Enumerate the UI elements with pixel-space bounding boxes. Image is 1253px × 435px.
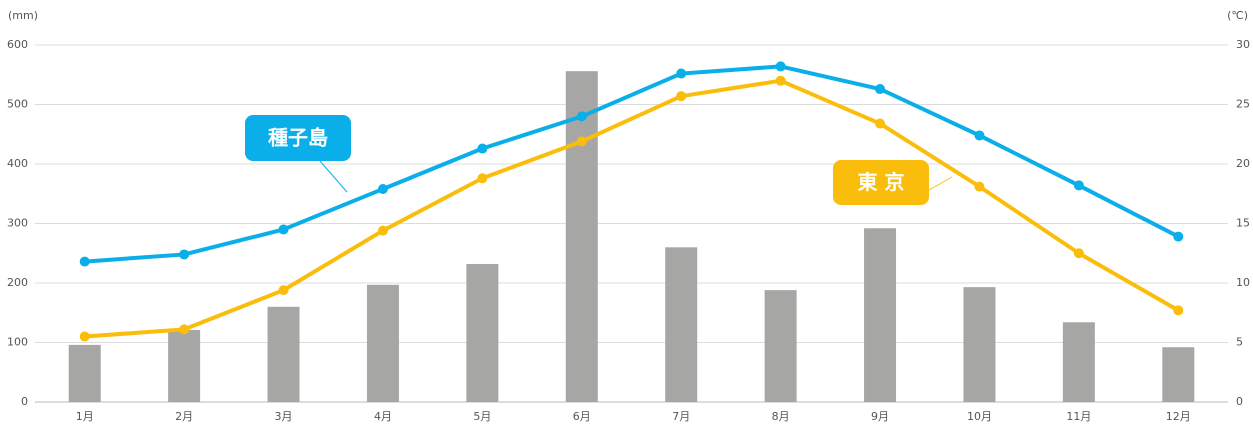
- x-tick-label: 8月: [772, 410, 790, 423]
- bar: [68, 344, 101, 402]
- y-tick-label: 0: [21, 395, 28, 408]
- line-point: [1173, 231, 1184, 242]
- x-tick-label: 4月: [374, 410, 392, 423]
- line-point: [775, 61, 786, 72]
- bar: [963, 287, 996, 402]
- y2-tick-label: 20: [1236, 157, 1250, 170]
- bar: [665, 247, 698, 402]
- callout-box: [245, 115, 351, 161]
- line-point: [477, 173, 488, 184]
- callout-box: [833, 160, 929, 205]
- line-series: [84, 64, 1180, 264]
- line-series: [84, 78, 1180, 339]
- line-point: [1173, 305, 1184, 316]
- bar: [1062, 322, 1095, 402]
- callout-leader: [319, 160, 348, 193]
- series-label: 種子島: [268, 126, 328, 150]
- x-tick-label: 7月: [672, 410, 690, 423]
- x-tick-label: 9月: [871, 410, 889, 423]
- line-point: [278, 224, 289, 235]
- y2-tick-label: 15: [1236, 217, 1250, 230]
- line-point: [875, 84, 886, 95]
- x-tick-label: 10月: [967, 410, 992, 423]
- line-point: [875, 118, 886, 129]
- series-label: 東 京: [858, 170, 905, 194]
- line-point: [278, 285, 289, 296]
- line-point: [477, 143, 488, 154]
- line-point: [179, 249, 190, 260]
- y2-tick-label: 25: [1236, 98, 1250, 111]
- y-tick-label: 300: [7, 217, 28, 230]
- y-tick-label: 200: [7, 276, 28, 289]
- line-point: [79, 256, 90, 267]
- line-point: [1073, 248, 1084, 259]
- line-point: [775, 75, 786, 86]
- bar: [565, 71, 598, 403]
- bar: [1162, 347, 1195, 402]
- line-point: [676, 91, 687, 102]
- x-tick-label: 5月: [473, 410, 491, 423]
- x-tick-label: 11月: [1066, 410, 1091, 423]
- line-point: [676, 68, 687, 79]
- bar: [168, 330, 201, 402]
- bar: [764, 290, 797, 402]
- x-tick-label: 6月: [573, 410, 591, 423]
- y-tick-label: 600: [7, 38, 28, 51]
- x-tick-label: 12月: [1166, 410, 1191, 423]
- x-tick-label: 3月: [275, 410, 293, 423]
- bar: [366, 284, 399, 402]
- line-point: [974, 130, 985, 141]
- x-tick-label: 2月: [175, 410, 193, 423]
- line-point: [576, 111, 587, 122]
- y-tick-label: 100: [7, 336, 28, 349]
- y-axis-label: (mm): [8, 9, 38, 22]
- y2-tick-label: 10: [1236, 276, 1250, 289]
- y-tick-label: 500: [7, 98, 28, 111]
- callout-leader: [928, 176, 953, 191]
- line-point: [377, 225, 388, 236]
- line-point: [1073, 180, 1084, 191]
- bar: [267, 306, 300, 402]
- y2-axis-label: (℃): [1227, 9, 1248, 22]
- x-tick-label: 1月: [76, 410, 94, 423]
- line-point: [576, 136, 587, 147]
- bar: [466, 263, 499, 402]
- y2-tick-label: 30: [1236, 38, 1250, 51]
- line-point: [79, 331, 90, 342]
- y2-tick-label: 5: [1236, 336, 1243, 349]
- line-point: [179, 324, 190, 335]
- line-point: [377, 183, 388, 194]
- line-point: [974, 181, 985, 192]
- y2-tick-label: 0: [1236, 395, 1243, 408]
- y-tick-label: 400: [7, 157, 28, 170]
- bar: [864, 228, 897, 402]
